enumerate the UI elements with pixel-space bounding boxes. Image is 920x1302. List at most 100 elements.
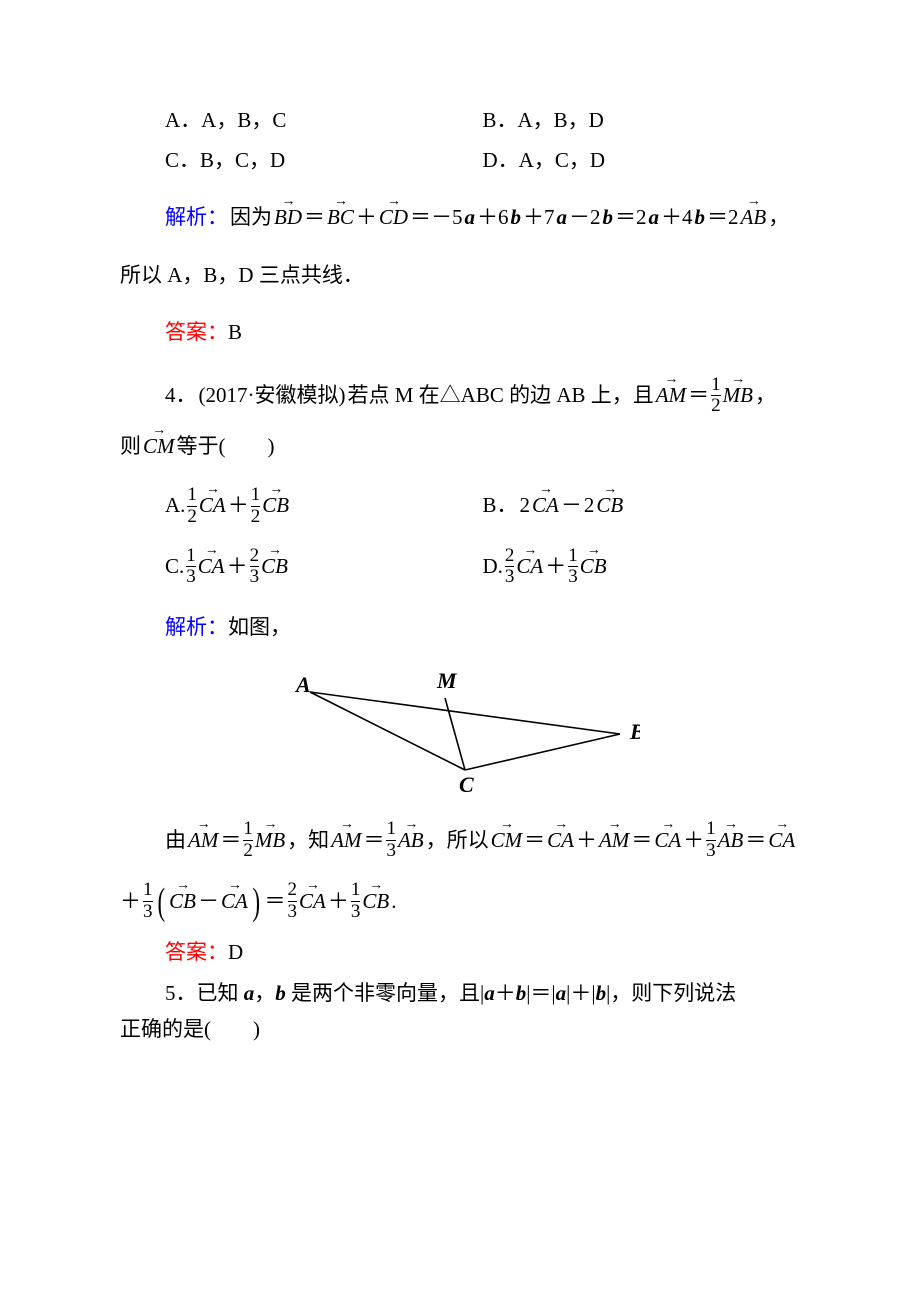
fraction: 23: [250, 546, 260, 589]
text: 则: [120, 431, 141, 463]
option-text: B．A，B，D: [483, 108, 604, 132]
vector-ab: →AB: [718, 825, 744, 857]
fraction: 13: [568, 546, 578, 589]
text: 所以 A，B，D 三点共线．: [120, 263, 364, 287]
option-label: A.: [165, 490, 185, 522]
vec-a: a: [484, 981, 495, 1005]
answer-value: D: [228, 940, 243, 964]
text: ＝－5: [410, 202, 463, 234]
fraction: 13: [706, 819, 716, 862]
vector-mb: →MB: [723, 380, 753, 412]
text: 由: [165, 825, 186, 857]
plus: ＋: [227, 551, 248, 583]
vector-ab: →AB: [741, 202, 767, 234]
q4-analysis-eq1: 由 →AM ＝ 12 →MB ，知 →AM ＝ 13 →AB ，所以 →CM ＝…: [120, 819, 800, 862]
text: 等于( ): [177, 431, 275, 463]
text: ，知: [287, 825, 329, 857]
text: 是两个非零向量，且|: [286, 981, 484, 1005]
vector-am: →AM: [656, 380, 686, 412]
answer-value: B: [228, 320, 242, 344]
analysis-label: 解析：: [165, 615, 228, 639]
vector-ca: →CA: [299, 886, 326, 918]
fraction: 13: [186, 546, 196, 589]
text: ，: [768, 202, 789, 234]
triangle-diagram: AMBC: [280, 662, 640, 792]
vec-b: b: [275, 981, 286, 1005]
vector-cb: →CB: [169, 886, 196, 918]
text: －: [198, 886, 219, 918]
q4-analysis-eq2: ＋ 13 ( →CB － →CA ) ＝ 23 →CA ＋ 13 →CB .: [120, 880, 800, 923]
svg-text:B: B: [629, 719, 640, 744]
vec-a: a: [556, 981, 567, 1005]
vector-cb: →CB: [262, 490, 289, 522]
vector-am: →AM: [331, 825, 361, 857]
text: ＋4: [661, 202, 693, 234]
text: 正确的是( ): [120, 1017, 260, 1041]
vector-ca: →CA: [199, 490, 226, 522]
analysis-label: 解析：: [165, 202, 228, 234]
fraction: 23: [288, 880, 298, 923]
vector-cm: →CM: [491, 825, 523, 857]
fraction-half: 1 2: [711, 375, 721, 418]
q5-number: 5．: [165, 981, 197, 1005]
q4-source: (2017·安徽模拟): [199, 380, 346, 412]
vector-mb: →MB: [255, 825, 285, 857]
text: ，: [755, 380, 776, 412]
paren-open-icon: (: [157, 883, 165, 921]
q3-analysis-line2: 所以 A，B，D 三点共线．: [120, 260, 800, 292]
paren-close-icon: ): [252, 883, 260, 921]
q5-stem: 5．已知 a，b 是两个非零向量，且|a＋b|＝|a|＋|b|，则下列说法: [120, 978, 800, 1010]
vector-am: →AM: [188, 825, 218, 857]
svg-text:A: A: [294, 672, 311, 697]
vec-a: a: [244, 981, 255, 1005]
vector-cb: →CB: [362, 886, 389, 918]
q4-option-d: D. 23 →CA ＋ 13 →CB: [483, 546, 801, 589]
text: ＋: [120, 886, 141, 918]
text: ＋: [683, 825, 704, 857]
text: .: [391, 886, 396, 918]
vector-am: →AM: [599, 825, 629, 857]
vector-cb: →CB: [580, 551, 607, 583]
q4-stem-line2: 则 →CM 等于( ): [120, 431, 800, 463]
q4-analysis-intro: 解析：如图，: [120, 612, 800, 644]
q4-figure: AMBC: [120, 662, 800, 802]
minus: －: [561, 490, 582, 522]
vector-ca: →CA: [654, 825, 681, 857]
q4-option-row-1: A. 12 →CA ＋ 12 →CB B． 2 →CA － 2 →CB: [120, 485, 800, 528]
q3-option-row-2: C．B，C，D D．A，C，D: [120, 145, 800, 177]
q3-answer: 答案：B: [120, 317, 800, 349]
vec-a: a: [649, 202, 660, 234]
svg-text:M: M: [436, 668, 458, 693]
text: 若点 M 在△ABC 的边 AB 上，且: [347, 380, 653, 412]
option-label: B．: [483, 490, 518, 522]
fraction: 23: [505, 546, 515, 589]
text: ＝: [265, 886, 286, 918]
vec-b: b: [695, 202, 706, 234]
vector-bc: →BC: [327, 202, 354, 234]
text: ，所以: [426, 825, 489, 857]
text: ＝2: [707, 202, 739, 234]
option-label: D.: [483, 551, 503, 583]
vec-b: b: [603, 202, 614, 234]
plus: ＋: [545, 551, 566, 583]
coef: 2: [520, 490, 531, 522]
vector-cb: →CB: [261, 551, 288, 583]
vec-b: b: [511, 202, 522, 234]
q3-option-a: A．A，B，C: [120, 105, 483, 137]
text: 如图，: [228, 615, 291, 639]
plus: ＋: [228, 490, 249, 522]
vector-ab: →AB: [398, 825, 424, 857]
text: ＋: [356, 202, 377, 234]
text: ＋: [576, 825, 597, 857]
text: ＝2: [615, 202, 647, 234]
fraction: 13: [351, 880, 361, 923]
answer-label: 答案：: [165, 320, 228, 344]
text: ＋: [495, 981, 516, 1005]
text: ＝: [304, 202, 325, 234]
text: ＋6: [477, 202, 509, 234]
q4-option-b: B． 2 →CA － 2 →CB: [483, 485, 801, 528]
vector-cb: →CB: [596, 490, 623, 522]
q3-option-d: D．A，C，D: [483, 145, 801, 177]
q3-option-c: C．B，C，D: [120, 145, 483, 177]
vector-ca: →CA: [768, 825, 795, 857]
